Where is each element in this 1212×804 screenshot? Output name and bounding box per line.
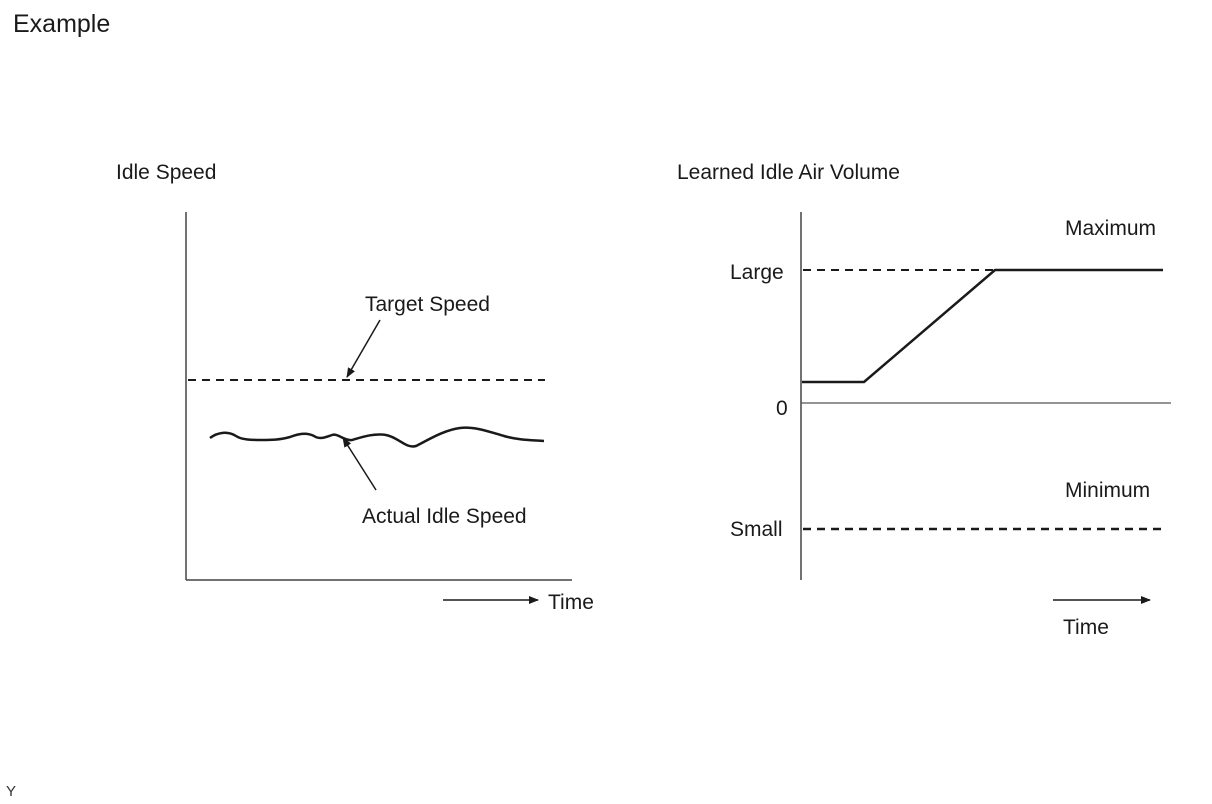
learned-idle-air-volume-title: Learned Idle Air Volume [677, 161, 900, 184]
idle-speed-title: Idle Speed [116, 161, 217, 184]
maximum-label: Maximum [1065, 217, 1157, 240]
minimum-label: Minimum [1065, 479, 1151, 502]
actual-idle-speed-pointer-arrow [342, 437, 377, 491]
actual-idle-speed-curve [209, 426, 545, 448]
target-speed-label: Target Speed [365, 293, 490, 316]
figure-code: Y [6, 783, 17, 800]
idle-speed-chart [185, 212, 572, 604]
actual-idle-speed-label: Actual Idle Speed [362, 505, 527, 528]
target-speed-pointer-arrow [346, 319, 381, 378]
page-title: Example [13, 10, 111, 38]
left-time-label: Time [548, 591, 594, 614]
learned-volume-curve [802, 268, 1163, 384]
right-time-label: Time [1063, 616, 1109, 639]
small-label: Small [730, 518, 783, 541]
learned-idle-air-volume-chart [800, 212, 1171, 604]
zero-label: 0 [776, 397, 788, 420]
large-label: Large [730, 261, 784, 284]
